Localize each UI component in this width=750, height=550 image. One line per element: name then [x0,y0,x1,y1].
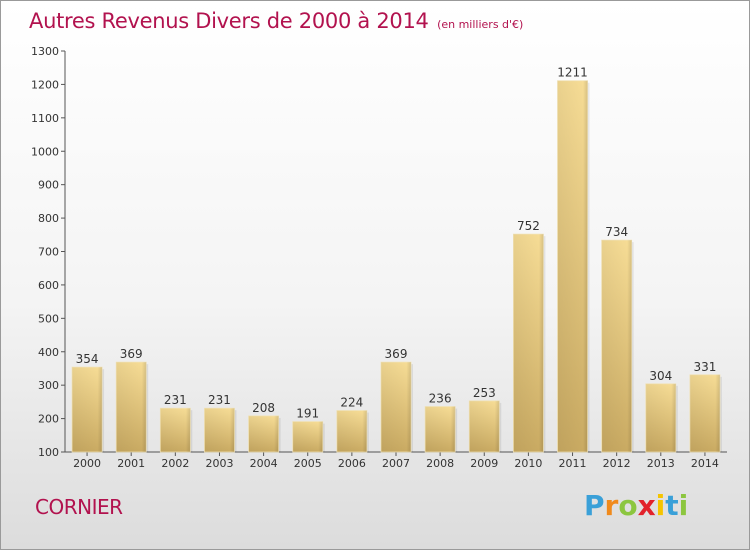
y-tick-label: 700 [38,246,59,259]
x-tick-label: 2004 [250,457,278,470]
bar-shading [116,362,147,452]
bar-value-label: 208 [252,401,275,415]
title-row: Autres Revenus Divers de 2000 à 2014 (en… [29,9,523,33]
logo-letter: t [665,489,679,522]
bar-shading [204,408,235,452]
bar-value-label: 354 [76,352,99,366]
x-tick-label: 2008 [426,457,454,470]
logo-letter: P [584,489,605,522]
bar-value-label: 231 [164,393,187,407]
x-tick-label: 2013 [647,457,675,470]
bar-shading [380,362,412,452]
bar-shading [513,234,544,452]
bar-shading [557,80,588,452]
bar-value-label: 734 [605,225,628,239]
bar-shading [160,408,191,452]
axes: 100 200 300 400 500 600 700 800 900 1000 1100 1200 1… [31,45,727,470]
x-tick-label: 2001 [117,457,145,470]
x-tick-label: 2007 [382,457,410,470]
x-tick-label: 2012 [603,457,631,470]
bar-value-label: 369 [120,347,143,361]
bar-shading [292,421,323,452]
logo-letter: o [618,489,638,522]
bar-value-label: 236 [429,392,452,406]
commune-name: CORNIER [35,495,123,519]
bar-value-label: 369 [385,347,408,361]
x-tick-label: 2006 [338,457,366,470]
bar-shading [336,410,367,452]
x-tick-label: 2005 [294,457,322,470]
x-tick-label: 2002 [161,457,189,470]
bars [71,80,722,453]
bar-value-label: 191 [296,407,319,421]
x-tick-label: 2014 [691,457,719,470]
bar-value-label: 304 [649,369,672,383]
x-tick-label: 2000 [73,457,101,470]
bar-value-label: 224 [340,396,363,410]
bar-shading [469,400,500,452]
logo-letter: r [604,489,619,522]
chart-title: Autres Revenus Divers de 2000 à 2014 [29,9,429,33]
y-tick-label: 800 [38,212,59,225]
logo-letter: i [678,489,689,522]
bar-value-label: 1211 [557,66,588,80]
x-tick-label: 2010 [514,457,542,470]
logo-letter: i [655,489,666,522]
y-tick-label: 900 [38,179,59,192]
bar-shading [248,415,279,452]
proxiti-logo: Proxiti [584,489,688,522]
data-labels: 354 369 231 231 208 191 224 369 236 253 752 1211 734… [76,66,717,421]
y-tick-label: 1100 [31,112,59,125]
chart-subtitle: (en milliers d'€) [437,18,524,31]
x-tick-label: 2011 [559,457,587,470]
y-tick-label: 1000 [31,145,59,158]
bar-shading [645,383,676,452]
logo-letter: x [637,489,656,522]
x-tick-label: 2003 [205,457,233,470]
bar-value-label: 331 [693,360,716,374]
y-tick-label: 600 [38,279,59,292]
bar-value-label: 231 [208,393,231,407]
bar-shading [425,406,456,452]
y-tick-label: 100 [38,446,59,459]
bar-value-label: 752 [517,219,540,233]
y-tick-label: 1200 [31,78,59,91]
bar-shading [689,374,720,452]
y-tick-label: 500 [38,312,59,325]
bar-shading [72,367,103,452]
y-tick-label: 400 [38,346,59,359]
y-tick-label: 1300 [31,45,59,58]
bar-value-label: 253 [473,386,496,400]
bar-shading [601,240,632,452]
y-tick-label: 300 [38,379,59,392]
x-tick-label: 2009 [470,457,498,470]
y-tick-label: 200 [38,413,59,426]
